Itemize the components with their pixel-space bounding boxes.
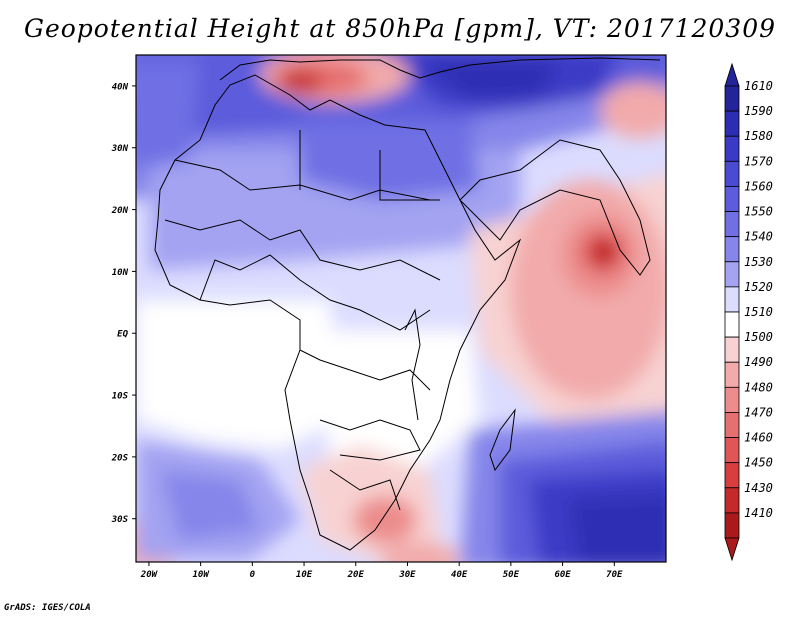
plot-frame xyxy=(135,54,667,563)
colorbar-swatch xyxy=(724,236,740,263)
lat-tick-label: 20S xyxy=(111,453,129,463)
coastlines xyxy=(154,57,661,551)
latitude-axis: 40N 30N 20N 10N EQ 10S 20S 30S xyxy=(111,82,136,525)
height-field xyxy=(136,55,666,562)
lon-tick-label: 50E xyxy=(503,570,520,580)
colorbar-swatch xyxy=(724,211,740,238)
colorbar-swatch xyxy=(724,160,740,187)
map-title: Geopotential Height at 850hPa [gpm], VT:… xyxy=(23,14,777,43)
grads-credit: GrADS: IGES/COLA xyxy=(4,603,91,613)
colorbar-label: 1480 xyxy=(744,380,773,394)
colorbar-label: 1550 xyxy=(744,205,773,219)
colorbar-swatch xyxy=(724,336,740,363)
colorbar-swatch xyxy=(724,110,740,137)
colorbar-label: 1540 xyxy=(744,230,773,244)
lon-tick-label: 10E xyxy=(296,570,313,580)
lon-tick-label: 20E xyxy=(347,570,365,580)
colorbar-swatch xyxy=(724,462,740,489)
lon-tick-label: 60E xyxy=(554,570,571,580)
colorbar-swatch xyxy=(724,487,740,514)
colorbar-swatch xyxy=(724,186,740,212)
colorbar-swatch xyxy=(724,361,740,388)
lon-tick-label: 40E xyxy=(451,570,468,580)
colorbar-label: 1470 xyxy=(744,405,773,419)
colorbar-label: 1430 xyxy=(744,481,773,495)
colorbar-swatch xyxy=(724,386,740,413)
colorbar-label: 1500 xyxy=(744,330,773,344)
longitude-axis: 20W 10W 0 10E 20E 30E 40E 50E 60E 70E xyxy=(140,562,623,580)
colorbar-swatch xyxy=(724,437,740,464)
colorbar-label: 1520 xyxy=(744,280,773,294)
lon-tick-label: 10W xyxy=(193,570,211,580)
colorbar-label: 1530 xyxy=(744,255,773,269)
lon-tick-label: 30E xyxy=(398,570,416,580)
lon-tick-label: 20W xyxy=(140,570,159,580)
colorbar-swatch xyxy=(724,412,740,438)
colorbar-swatch xyxy=(724,85,740,112)
colorbar-swatch xyxy=(724,261,740,288)
colorbar-label: 1610 xyxy=(744,79,773,93)
lat-tick-label: 10N xyxy=(112,268,129,278)
colorbar-label: 1460 xyxy=(744,431,773,445)
colorbar-label: 1490 xyxy=(744,355,773,369)
lat-tick-label: 40N xyxy=(112,82,129,92)
colorbar-label: 1560 xyxy=(744,179,773,193)
colorbar-label: 1580 xyxy=(744,129,773,143)
colorbar-bottom-arrow xyxy=(724,537,740,562)
colorbar-swatch xyxy=(724,135,740,162)
lat-tick-label: 30N xyxy=(111,144,129,154)
lat-tick-label: 20N xyxy=(111,206,129,216)
lon-tick-label: 70E xyxy=(606,570,623,580)
colorbar-label: 1510 xyxy=(744,305,773,319)
colorbar-label: 1570 xyxy=(744,154,773,168)
colorbar-swatch xyxy=(724,311,740,338)
lon-tick-label: 0 xyxy=(250,570,256,580)
colorbar-label: 1410 xyxy=(744,506,773,520)
colorbar-top-arrow xyxy=(724,62,740,87)
lat-tick-label: 10S xyxy=(112,392,129,402)
lat-tick-label: EQ xyxy=(117,330,128,340)
colorbar-swatch xyxy=(724,286,740,313)
colorbar-label: 1590 xyxy=(744,104,773,118)
colorbar-swatch xyxy=(724,512,740,539)
lat-tick-label: 30S xyxy=(111,515,129,525)
colorbar: 1610 1590 1580 1570 1560 1550 1540 1530 1520 1510… xyxy=(724,62,773,562)
colorbar-label: 1450 xyxy=(744,456,773,470)
